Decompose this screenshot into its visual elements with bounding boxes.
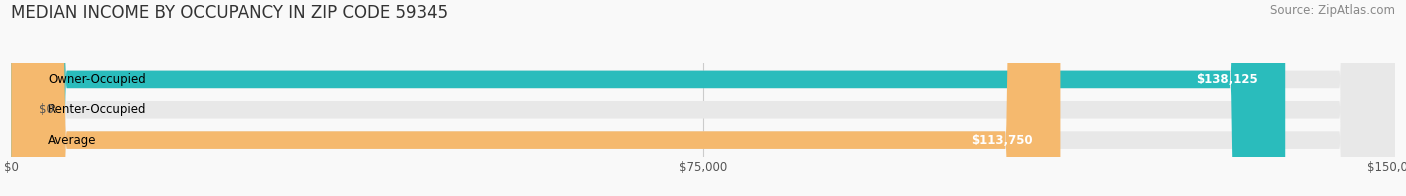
FancyBboxPatch shape xyxy=(11,0,1395,196)
Text: Average: Average xyxy=(48,134,97,147)
Text: $0: $0 xyxy=(39,103,53,116)
Text: $138,125: $138,125 xyxy=(1197,73,1257,86)
Text: MEDIAN INCOME BY OCCUPANCY IN ZIP CODE 59345: MEDIAN INCOME BY OCCUPANCY IN ZIP CODE 5… xyxy=(11,4,449,22)
FancyBboxPatch shape xyxy=(11,0,1395,196)
FancyBboxPatch shape xyxy=(11,0,1285,196)
Text: $113,750: $113,750 xyxy=(972,134,1033,147)
FancyBboxPatch shape xyxy=(11,0,1060,196)
Text: Renter-Occupied: Renter-Occupied xyxy=(48,103,146,116)
Text: Owner-Occupied: Owner-Occupied xyxy=(48,73,146,86)
Text: Source: ZipAtlas.com: Source: ZipAtlas.com xyxy=(1270,4,1395,17)
FancyBboxPatch shape xyxy=(11,0,1395,196)
